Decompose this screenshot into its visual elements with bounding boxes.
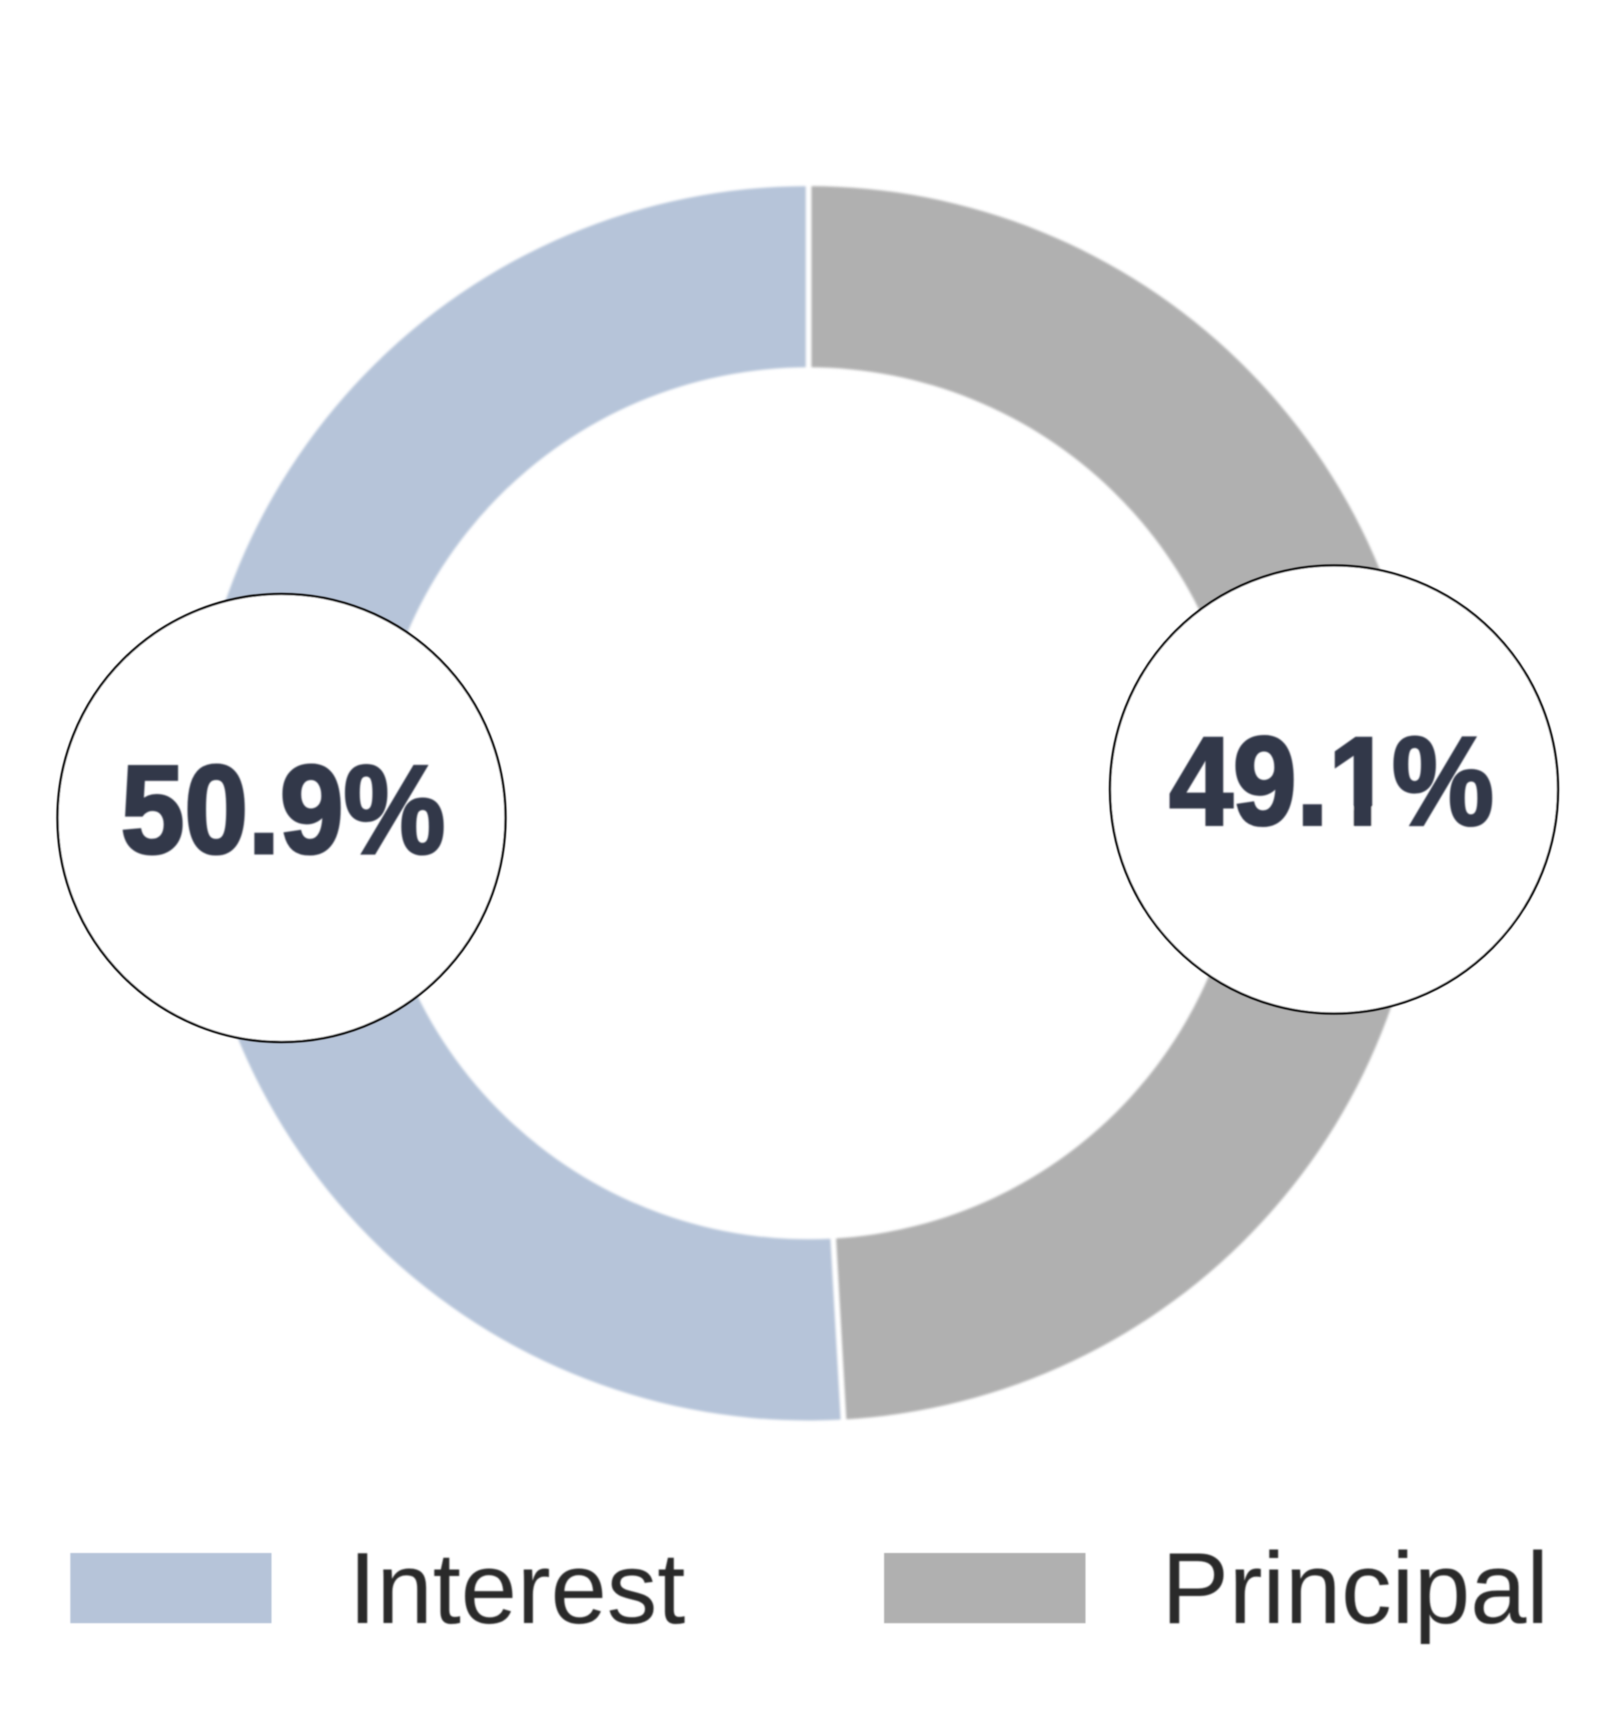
svg-text:49.1%: 49.1% (1169, 712, 1494, 852)
svg-text:50.9%: 50.9% (121, 740, 446, 880)
svg-text:Principal: Principal (1162, 1533, 1549, 1645)
svg-text:Interest: Interest (349, 1533, 686, 1645)
